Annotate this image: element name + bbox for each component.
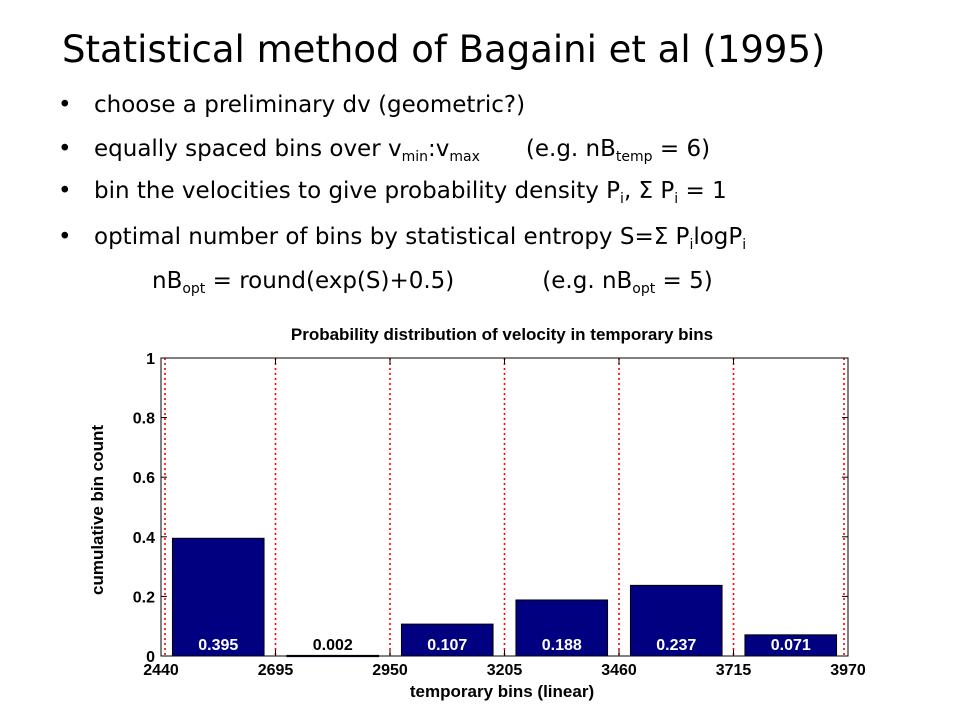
chart-title: Probability distribution of velocity in … [291, 325, 713, 344]
bar-value-label: 0.002 [313, 637, 353, 654]
bullet-marker: • [58, 178, 72, 204]
bullet-marker: • [58, 136, 72, 162]
y-tick-label: 0.6 [133, 470, 155, 487]
plot-area [160, 357, 849, 657]
entropy-formula: nBopt = round(exp(S)+0.5) (e.g. nBopt = 5… [152, 268, 713, 297]
y-tick-label: 0.2 [133, 589, 155, 606]
bullet-4-text: optimal number of bins by statistical en… [94, 224, 747, 253]
bar-value-label: 0.107 [427, 637, 467, 654]
bar [286, 654, 380, 658]
subscript: i [620, 191, 624, 207]
bar-value-label: 0.237 [656, 637, 696, 654]
bar-value-label: 0.071 [771, 637, 811, 654]
formula-example: (e.g. nB [542, 268, 633, 294]
x-tick-label: 3970 [830, 662, 866, 679]
bar [171, 537, 265, 657]
x-tick-label: 2950 [372, 662, 408, 679]
bullet-2-example: (e.g. nB [525, 136, 616, 162]
bullet-marker: • [58, 92, 72, 118]
formula-part: nB [152, 268, 183, 294]
bullet-1-text: choose a preliminary dv (geometric?) [94, 92, 526, 118]
x-tick-label: 2695 [258, 662, 294, 679]
bar [744, 634, 838, 657]
bullet-3-text: bin the velocities to give probability d… [94, 178, 727, 207]
subscript: max [449, 149, 480, 165]
bar [629, 584, 723, 657]
bullet-3-part: bin the velocities to give probability d… [94, 178, 621, 204]
bullet-3-part: , Σ P [623, 178, 675, 204]
bullet-2-part: equally spaced bins over v [94, 136, 402, 162]
formula-example: = 5) [655, 268, 713, 294]
bullet-2-part: :v [428, 136, 450, 162]
subscript: i [689, 237, 694, 253]
x-tick-label: 3715 [716, 662, 752, 679]
y-tick-label: 0.4 [133, 530, 155, 547]
subscript: i [742, 237, 747, 253]
x-axis-label: temporary bins (linear) [410, 682, 594, 701]
y-axis-label: cumulative bin count [88, 425, 107, 595]
bullet-2-example: = 6) [652, 136, 711, 162]
bullet-2-text: equally spaced bins over vmin:vmax (e.g. … [94, 136, 711, 165]
subscript: min [401, 149, 428, 165]
x-tick-label: 3460 [601, 662, 637, 679]
y-tick-label: 0 [146, 649, 155, 666]
y-tick-label: 1 [146, 351, 155, 368]
subscript: i [674, 191, 679, 207]
bullet-4-part: logP [693, 224, 743, 250]
bullet-marker: • [58, 224, 72, 250]
x-tick-label: 3205 [487, 662, 523, 679]
bar [400, 623, 494, 657]
formula-part: = round(exp(S)+0.5) [205, 268, 455, 294]
subscript: opt [182, 281, 206, 297]
subscript: temp [615, 149, 653, 165]
slide-title: Statistical method of Bagaini et al (199… [62, 28, 826, 71]
bar-value-label: 0.395 [198, 637, 238, 654]
bullet-4-part: optimal number of bins by statistical en… [94, 224, 690, 250]
bar-value-label: 0.188 [542, 637, 582, 654]
bar [515, 599, 609, 657]
subscript: opt [632, 281, 656, 297]
bullet-3-part: = 1 [678, 178, 727, 204]
x-tick-label: 2440 [143, 662, 179, 679]
y-tick-label: 0.8 [133, 411, 155, 428]
